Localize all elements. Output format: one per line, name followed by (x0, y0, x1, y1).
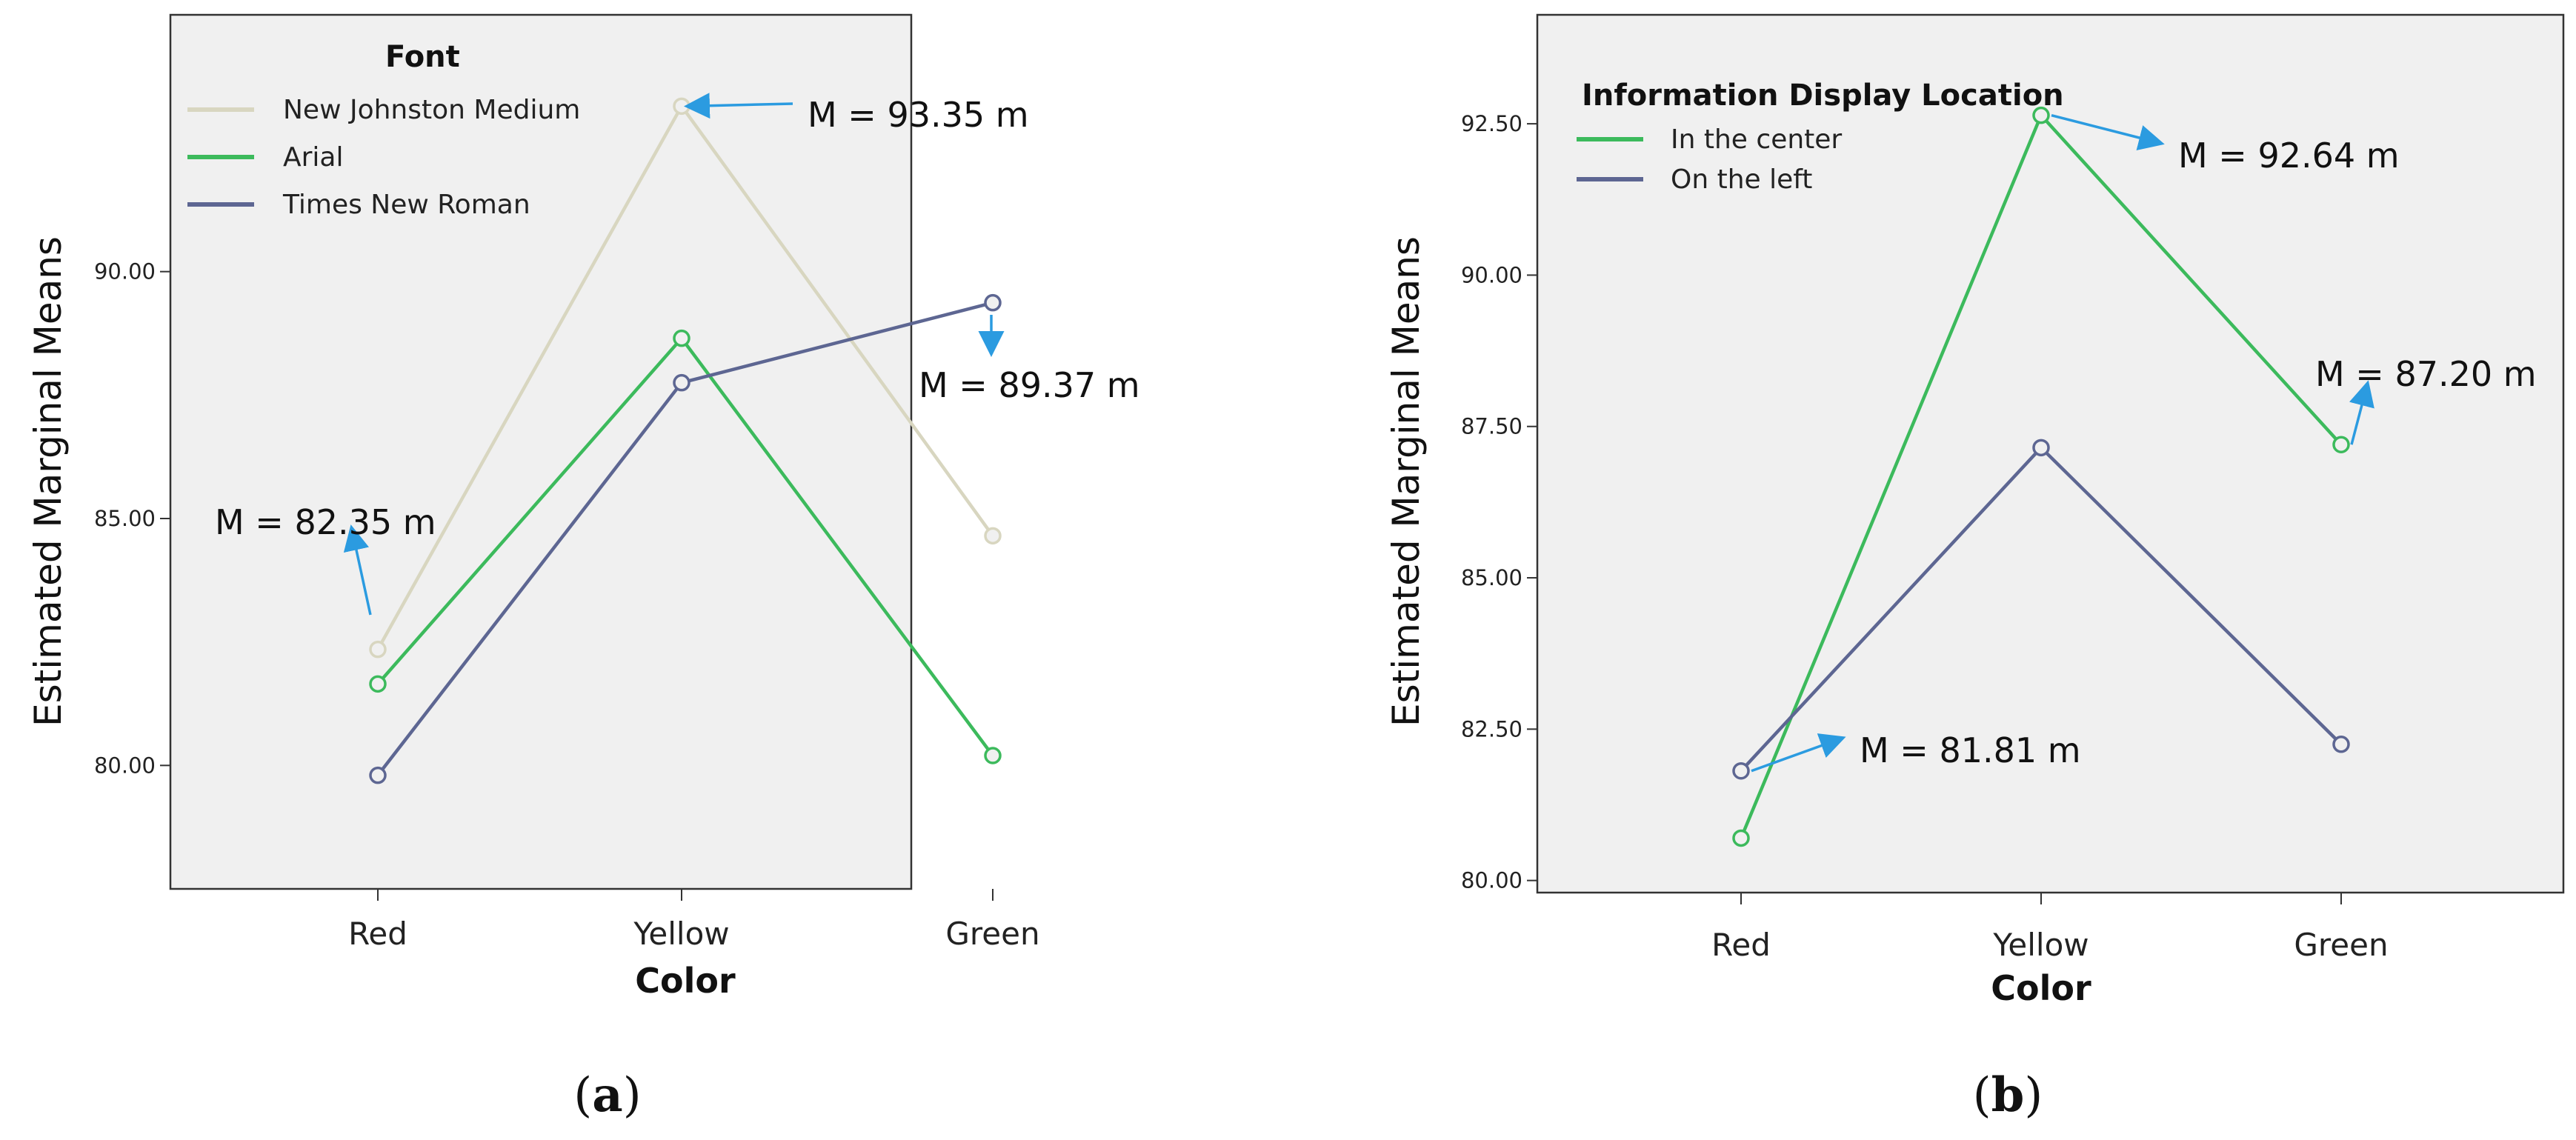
annotation-label: M = 81.81 m (1860, 730, 2081, 770)
annotation-arrow (684, 93, 793, 119)
legend-label: Times New Roman (282, 190, 530, 220)
y-tick-label: 90.00 (1461, 262, 1522, 287)
annotation-label: M = 82.35 m (215, 502, 436, 542)
y-tick-label: 85.00 (1461, 565, 1522, 590)
x-axis-title: Color (1991, 968, 2091, 1008)
data-point (673, 97, 690, 116)
annotation-label: M = 92.64 m (2178, 136, 2400, 176)
x-tick-label: Green (945, 916, 1039, 952)
data-point (369, 675, 387, 693)
data-point (369, 640, 387, 659)
data-point (369, 766, 387, 784)
annotation-arrow (343, 524, 372, 616)
chart-panel-b: 80.00 82.50 85.00 87.50 90.00 92.50 Red Yellow G… (1385, 13, 2565, 1123)
y-axis-title: Estimated Marginal Means (1385, 236, 1428, 727)
x-tick-label: Red (348, 916, 407, 952)
y-axis-title: Estimated Marginal Means (27, 236, 70, 727)
data-point (673, 373, 690, 392)
y-tick-label: 80.00 (94, 753, 156, 778)
legend-label: Arial (283, 142, 344, 173)
data-point (2332, 736, 2350, 753)
y-tick-label: 90.00 (94, 259, 156, 284)
data-point (2332, 436, 2350, 453)
legend: Information Display Location In the cente… (1577, 79, 2064, 195)
annotation-label: M = 89.37 m (919, 365, 1140, 405)
legend-title: Information Display Location (1582, 79, 2064, 113)
data-point (1732, 761, 1750, 780)
panel-label-open: ( (1973, 1068, 1991, 1123)
data-point (2032, 106, 2050, 124)
data-point (1732, 829, 1750, 847)
annotation-arrow (2051, 113, 2165, 151)
legend-label: On the left (1671, 164, 1812, 195)
plot-area (169, 13, 913, 890)
annotation-label: M = 87.20 m (2315, 354, 2537, 394)
annotation-arrow (1751, 733, 1846, 773)
data-point (984, 747, 1002, 764)
panel-label: (b) (1973, 1067, 2043, 1123)
data-point (673, 329, 690, 347)
y-tick-label: 82.50 (1461, 716, 1522, 741)
x-axis-title: Color (635, 961, 736, 1001)
legend: Font New Johnston Medium Arial Times New Ro… (187, 40, 580, 220)
y-tick-label: 85.00 (94, 506, 156, 531)
panel-label-close: ) (623, 1068, 642, 1123)
chart-panel-a: 80.00 85.00 90.00 Red Yellow Green Color Estima… (27, 13, 1140, 1123)
legend-label: In the center (1671, 124, 1842, 155)
plot-area (1536, 13, 2565, 894)
panel-label-letter: a (592, 1067, 622, 1123)
y-tick-label: 87.50 (1461, 414, 1522, 439)
annotation-label: M = 93.35 m (808, 95, 1029, 135)
annotation-arrow (2349, 380, 2374, 445)
y-tick-label: 80.00 (1461, 868, 1522, 893)
legend-label: New Johnston Medium (283, 95, 580, 125)
panel-label-close: ) (2024, 1068, 2043, 1123)
x-tick-label: Yellow (1992, 927, 2089, 963)
data-point (984, 527, 1002, 545)
panel-label-open: ( (573, 1068, 592, 1123)
data-point (2032, 439, 2050, 457)
x-tick-label: Yellow (633, 916, 729, 952)
y-tick-label: 92.50 (1461, 111, 1522, 136)
panel-label: (a) (573, 1067, 641, 1123)
panel-label-letter: b (1991, 1067, 2025, 1123)
data-point (984, 293, 1002, 312)
x-tick-label: Green (2294, 927, 2388, 963)
x-tick-label: Red (1711, 927, 1771, 963)
legend-title: Font (385, 40, 460, 74)
